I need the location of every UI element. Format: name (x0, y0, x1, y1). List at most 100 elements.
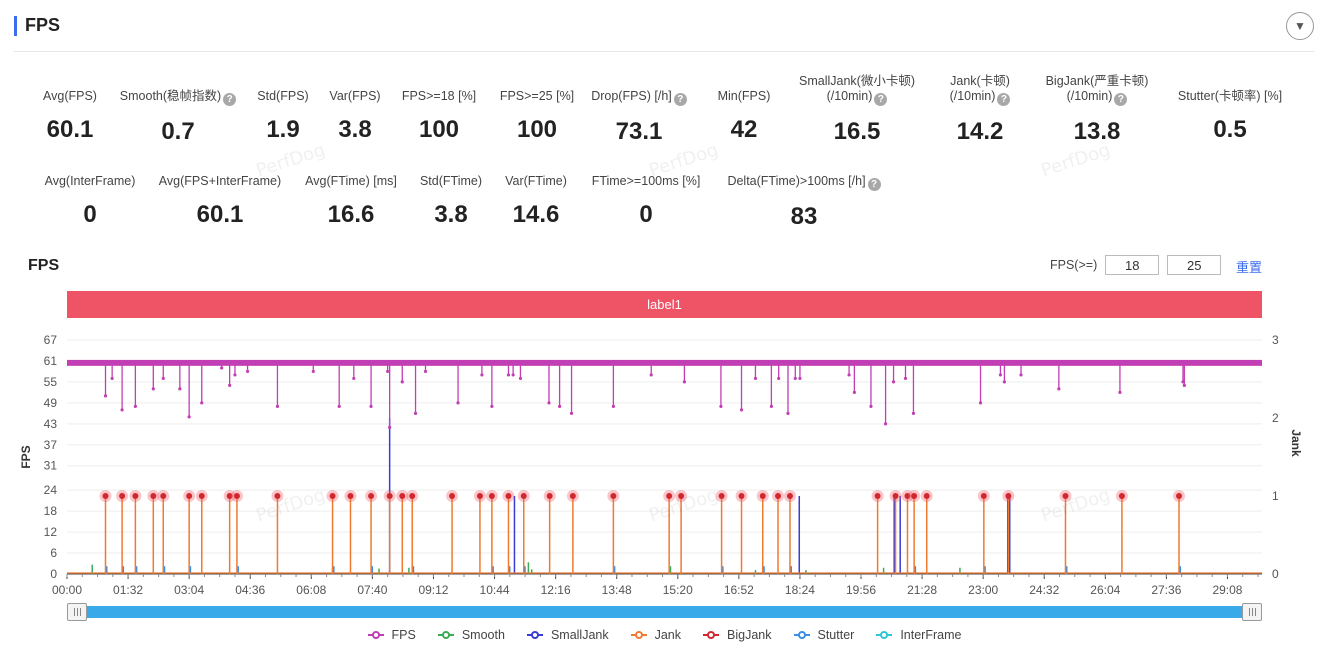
fps-threshold-input-2[interactable] (1167, 255, 1222, 275)
time-range-slider[interactable] (67, 603, 1262, 621)
x-tick-label: 09:12 (418, 583, 448, 597)
fps-dip-point (1182, 383, 1186, 388)
stat-stats_row2-0: Avg(InterFrame) 0 (0, 174, 180, 229)
fps-dip-point (852, 390, 856, 394)
legend-swatch-icon (793, 631, 810, 639)
x-tick-label: 03:04 (174, 583, 204, 597)
help-icon[interactable]: ? (997, 93, 1011, 106)
x-tick-label: 18:24 (785, 583, 815, 597)
help-icon[interactable]: ? (673, 93, 687, 106)
stat-stats_row1-9: Jank(卡顿) (/10min)? 14.2 (890, 74, 1070, 146)
y-axis-title: FPS (19, 445, 33, 468)
stat-value: 14.2 (956, 118, 1004, 145)
fps-dip-point (769, 404, 773, 408)
bigjank-marker (476, 493, 483, 499)
fps-dip-point (1118, 390, 1122, 394)
bigjank-marker (569, 493, 576, 499)
reset-link[interactable]: 重置 (1236, 260, 1263, 275)
legend-label: BigJank (727, 628, 772, 642)
y-tick-label: 37 (44, 438, 58, 452)
fps-dip-point (777, 376, 781, 381)
legend-item-jank[interactable]: Jank (630, 628, 681, 642)
bigjank-marker (923, 493, 930, 499)
fps-dip-point (400, 380, 404, 384)
stat-label: FPS>=18 [%] (401, 89, 477, 103)
fps-dip-point (413, 411, 418, 415)
legend-item-interframe[interactable]: InterFrame (876, 628, 961, 642)
stat-value: 73.1 (615, 118, 663, 145)
help-icon[interactable]: ? (874, 93, 888, 106)
bigjank-marker (904, 493, 911, 499)
fps-baseline-band (67, 359, 1262, 366)
x-tick-label: 12:16 (541, 583, 571, 597)
x-tick-label: 15:20 (663, 583, 693, 597)
collapse-chevron-icon[interactable]: ▼ (1286, 12, 1314, 40)
stat-label: SmallJank(微小卡顿) (/10min)? (799, 74, 915, 106)
bigjank-marker (874, 493, 881, 499)
stat-stats_row1-4: FPS>=18 [%] 100 (349, 89, 529, 144)
fps-dip-point (151, 387, 155, 391)
legend-item-fps[interactable]: FPS (367, 628, 416, 642)
slider-track[interactable] (77, 606, 1252, 618)
bigjank-marker (520, 493, 527, 499)
stat-stats_row2-4: Var(FTime) 14.6 (446, 174, 626, 229)
stat-label: Var(FTime) (505, 174, 567, 188)
fps-dip-point (1019, 373, 1023, 377)
y-tick-label: 0 (50, 567, 57, 581)
accent-bar (14, 16, 17, 36)
stat-value: 60.1 (196, 201, 244, 228)
slider-left-handle[interactable] (67, 603, 87, 621)
legend-item-stutter[interactable]: Stutter (793, 628, 854, 642)
help-icon[interactable]: ? (867, 178, 881, 191)
stat-value: 3.8 (434, 201, 468, 228)
stat-stats_row1-7: Min(FPS) 42 (654, 89, 834, 144)
y2-tick-label: 0 (1272, 567, 1279, 581)
stat-stats_row2-1: Avg(FPS+InterFrame) 60.1 (130, 174, 310, 229)
y-tick-label: 18 (44, 504, 58, 518)
stat-label: Avg(FPS+InterFrame) (158, 174, 282, 188)
y-tick-label: 55 (44, 375, 58, 389)
stat-stats_row1-6: Drop(FPS) [/h]? 73.1 (549, 89, 729, 146)
fps-dip-point (178, 387, 182, 391)
y-tick-label: 49 (44, 396, 58, 410)
fps-dip-point (103, 394, 108, 398)
bigjank-marker (409, 493, 416, 499)
legend-item-smalljank[interactable]: SmallJank (526, 628, 609, 642)
help-icon[interactable]: ? (223, 93, 237, 106)
stat-stats_row1-11: Stutter(卡顿率) [%] 0.5 (1140, 89, 1320, 144)
fps-dip-point (798, 376, 802, 381)
label-band[interactable]: label1 (67, 291, 1262, 318)
bigjank-marker (386, 493, 393, 499)
bigjank-marker (449, 493, 456, 499)
slider-right-handle[interactable] (1242, 603, 1262, 621)
fps-threshold-filter: FPS(>=) (1050, 255, 1222, 275)
fps-dip-point (998, 373, 1003, 377)
bigjank-marker (399, 493, 406, 499)
fps-dip-point (275, 404, 280, 408)
y-tick-label: 61 (44, 354, 58, 368)
fps-dip-point (187, 415, 191, 419)
bigjank-marker (347, 493, 354, 499)
fps-dip-point (978, 401, 983, 405)
fps-dip-point (228, 383, 232, 388)
bigjank-marker (198, 493, 205, 499)
legend-swatch-icon (526, 631, 543, 639)
y2-tick-label: 3 (1272, 333, 1279, 347)
x-tick-label: 10:44 (480, 583, 510, 597)
bigjank-marker (666, 493, 673, 499)
fps-dip-point (1002, 380, 1007, 384)
legend-item-smooth[interactable]: Smooth (437, 628, 505, 642)
x-tick-label: 16:52 (724, 583, 754, 597)
fps-dip-point (739, 408, 744, 412)
help-icon[interactable]: ? (1114, 93, 1128, 106)
bigjank-marker (1005, 493, 1012, 499)
x-tick-label: 23:00 (968, 583, 998, 597)
y-tick-label: 31 (44, 459, 58, 473)
fps-threshold-input-1[interactable] (1105, 255, 1160, 275)
legend-swatch-icon (876, 631, 893, 639)
legend-swatch-icon (437, 631, 454, 639)
stat-stats_row1-2: Std(FPS) 1.9 (193, 89, 373, 144)
x-tick-label: 24:32 (1029, 583, 1059, 597)
legend-item-bigjank[interactable]: BigJank (703, 628, 772, 642)
